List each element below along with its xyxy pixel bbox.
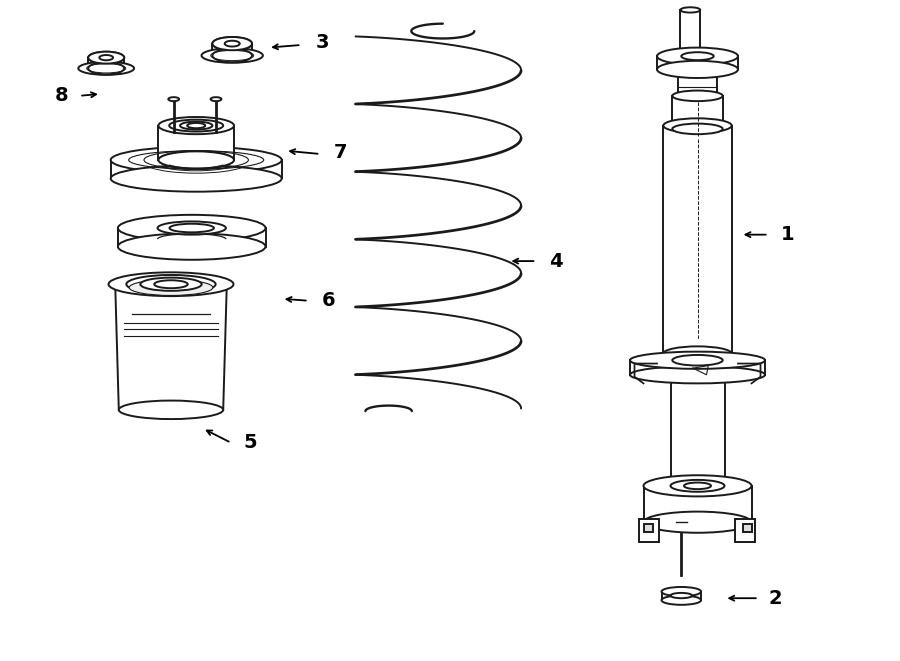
Ellipse shape [130,280,212,295]
Ellipse shape [158,151,234,169]
Bar [158,126,234,160]
Ellipse shape [88,52,124,63]
Ellipse shape [118,215,266,241]
Bar [663,126,732,354]
Ellipse shape [644,475,752,496]
Ellipse shape [111,147,282,173]
Ellipse shape [158,117,234,134]
Bar [672,96,723,129]
Ellipse shape [168,97,179,101]
Bar [657,56,738,69]
Ellipse shape [680,54,700,59]
Ellipse shape [681,52,714,60]
Text: 4: 4 [549,252,563,270]
Ellipse shape [119,401,223,419]
Ellipse shape [684,483,711,489]
Ellipse shape [88,62,124,74]
Ellipse shape [670,480,724,492]
Ellipse shape [118,233,266,260]
Ellipse shape [169,223,214,232]
Ellipse shape [644,512,752,533]
Ellipse shape [670,593,692,598]
Ellipse shape [88,52,124,63]
Bar [630,360,765,375]
Ellipse shape [663,346,732,361]
Text: 1: 1 [780,225,795,244]
Ellipse shape [678,91,717,100]
Text: 3: 3 [315,34,329,52]
Ellipse shape [180,122,212,130]
Ellipse shape [663,118,732,133]
Ellipse shape [662,587,701,596]
Ellipse shape [211,97,221,101]
Text: 5: 5 [243,434,257,452]
Bar [678,69,717,96]
Polygon shape [115,284,227,410]
Text: 8: 8 [54,87,68,105]
Ellipse shape [670,483,724,495]
Ellipse shape [662,596,701,605]
Bar [212,44,252,56]
Bar [639,519,659,542]
Bar [644,486,752,522]
Ellipse shape [678,65,717,74]
Bar [680,10,700,56]
Ellipse shape [154,280,188,288]
Ellipse shape [109,272,233,296]
Text: 7: 7 [333,143,347,161]
Ellipse shape [225,41,239,46]
Ellipse shape [212,37,252,50]
Ellipse shape [140,278,202,291]
Ellipse shape [212,37,252,50]
Bar [742,524,752,532]
Ellipse shape [680,7,700,13]
Ellipse shape [158,221,226,235]
Ellipse shape [212,49,252,62]
Ellipse shape [169,120,223,132]
Bar [662,592,701,600]
Bar [88,58,124,68]
Ellipse shape [99,55,113,60]
Ellipse shape [672,124,723,134]
Bar [111,160,282,178]
Ellipse shape [202,48,263,63]
Ellipse shape [657,61,738,78]
Ellipse shape [630,366,765,383]
Ellipse shape [78,61,134,75]
Ellipse shape [187,123,205,128]
Ellipse shape [657,48,738,65]
Text: 2: 2 [769,589,783,607]
Ellipse shape [111,165,282,192]
Bar [670,375,724,489]
Ellipse shape [672,355,723,366]
Ellipse shape [630,352,765,369]
Bar [118,228,266,247]
Ellipse shape [672,91,723,101]
Bar [735,519,755,542]
Text: 6: 6 [321,292,336,310]
Ellipse shape [126,275,216,293]
Bar [644,524,652,532]
Ellipse shape [670,369,724,381]
